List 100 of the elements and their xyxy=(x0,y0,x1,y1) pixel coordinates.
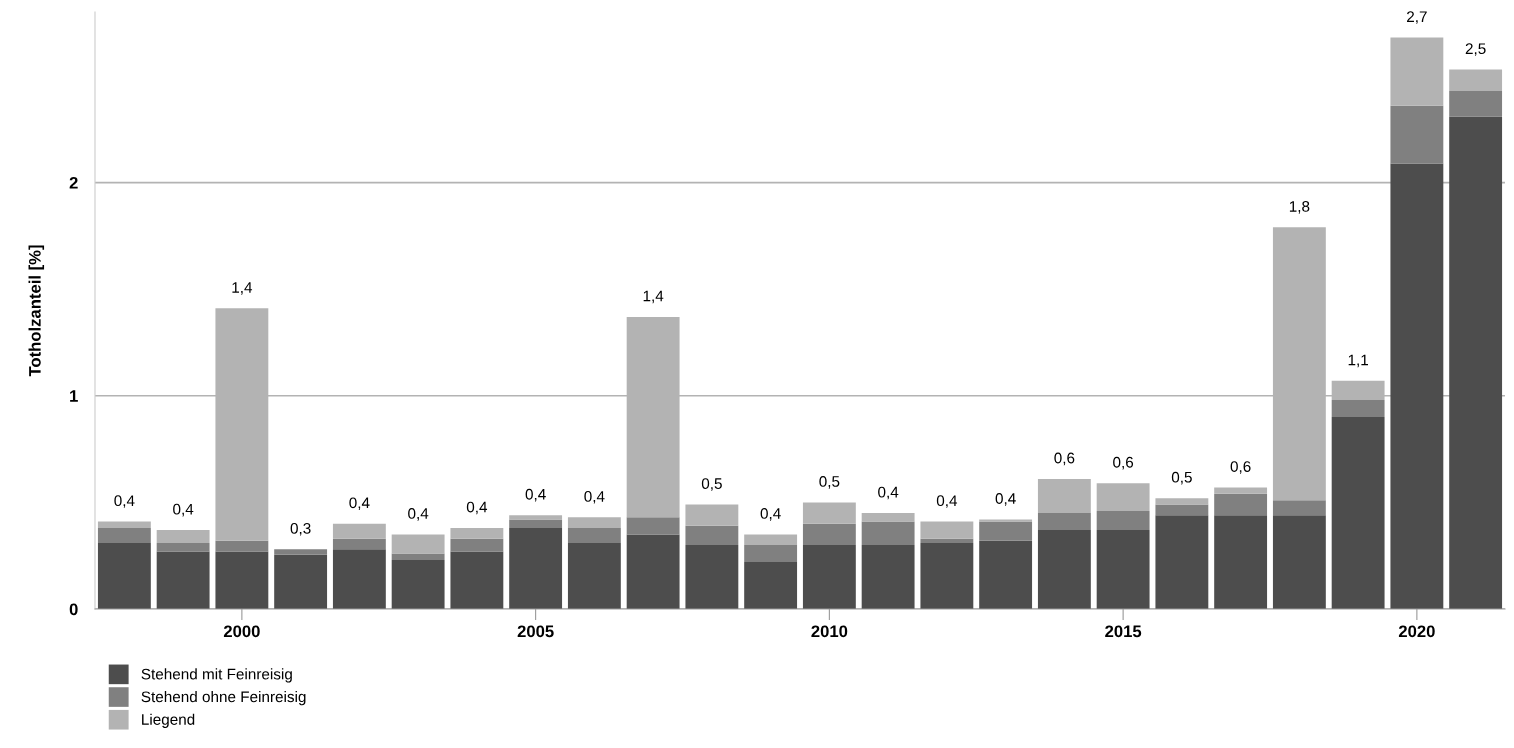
bar xyxy=(1155,498,1209,505)
bar xyxy=(979,540,1033,609)
total-label: 0,6 xyxy=(1230,461,1251,474)
total-label: 0,4 xyxy=(408,508,429,521)
bar xyxy=(744,534,798,546)
total-label: 0,6 xyxy=(1113,456,1134,470)
total-label: 0,5 xyxy=(701,478,722,491)
bar xyxy=(509,527,563,609)
total-label: 0,4 xyxy=(936,495,958,508)
x-tick-label: 2005 xyxy=(517,625,554,638)
bar xyxy=(685,545,739,609)
bar xyxy=(215,540,269,552)
bar xyxy=(1390,37,1444,106)
bar xyxy=(1096,510,1150,531)
bar xyxy=(1096,530,1150,609)
bar xyxy=(920,521,974,539)
bar xyxy=(1155,515,1209,609)
bar xyxy=(744,562,798,609)
bar xyxy=(1155,504,1209,516)
x-tick-label: 2000 xyxy=(223,625,260,638)
x-tick-label: 2010 xyxy=(811,625,848,638)
bar xyxy=(1037,530,1091,609)
bar xyxy=(391,553,445,560)
total-label: 0,4 xyxy=(525,488,546,502)
bar xyxy=(920,538,974,543)
bar xyxy=(1037,478,1091,514)
bar xyxy=(274,554,328,609)
bar xyxy=(861,521,915,546)
bar xyxy=(97,542,151,609)
bar xyxy=(861,513,915,522)
bar xyxy=(156,542,210,552)
bar xyxy=(450,551,504,609)
bar xyxy=(1214,515,1268,609)
bar xyxy=(685,504,739,526)
bar xyxy=(274,549,328,555)
bar xyxy=(802,545,856,609)
bar xyxy=(332,538,386,550)
total-label: 1,8 xyxy=(1289,201,1310,214)
bar xyxy=(156,551,210,609)
total-label: 2,7 xyxy=(1407,11,1427,24)
bar xyxy=(626,534,680,609)
bar xyxy=(1272,515,1326,609)
y-axis-title: Totholzanteil [%] xyxy=(28,245,45,377)
legend-label: Stehend ohne Feinreisig xyxy=(141,690,306,706)
bar xyxy=(685,525,739,546)
bar xyxy=(1037,513,1091,531)
bar xyxy=(567,542,621,609)
bar xyxy=(391,559,445,609)
bar xyxy=(1272,500,1326,516)
x-tick-label: 2015 xyxy=(1105,625,1142,638)
x-tick-label: 2020 xyxy=(1398,625,1435,638)
y-tick-label: 1 xyxy=(70,390,78,402)
y-tick-label: 2 xyxy=(69,176,78,189)
total-label: 0,5 xyxy=(1171,471,1192,485)
total-label: 0,3 xyxy=(290,522,311,536)
bar xyxy=(1390,163,1444,609)
total-label: 0,6 xyxy=(1054,452,1075,466)
bar xyxy=(1214,487,1268,494)
bar xyxy=(567,527,621,543)
y-tick-label: 0 xyxy=(69,603,78,616)
bar xyxy=(861,545,915,609)
bar xyxy=(332,549,386,609)
bar xyxy=(1449,116,1503,609)
bar xyxy=(1449,90,1503,117)
total-label: 0,4 xyxy=(466,501,488,515)
total-label: 2,5 xyxy=(1465,43,1486,56)
total-label: 0,4 xyxy=(173,503,194,517)
total-label: 0,5 xyxy=(819,476,840,489)
bar xyxy=(1096,483,1150,511)
total-label: 1,4 xyxy=(643,290,664,304)
bar xyxy=(802,523,856,546)
bar xyxy=(509,515,563,520)
bar xyxy=(97,527,151,543)
total-label: 0,4 xyxy=(584,490,605,504)
total-label: 0,4 xyxy=(995,493,1016,506)
bar xyxy=(97,521,151,528)
bar xyxy=(1390,105,1444,164)
bar xyxy=(567,517,621,528)
bar xyxy=(979,521,1033,541)
legend-label: Liegend xyxy=(142,713,195,728)
bar xyxy=(509,519,563,528)
bar xyxy=(156,530,210,543)
total-label: 0,4 xyxy=(878,486,899,500)
bar xyxy=(215,551,269,609)
bar xyxy=(920,542,974,609)
total-label: 0,4 xyxy=(114,495,135,508)
bar xyxy=(979,519,1033,522)
bar xyxy=(744,545,798,563)
total-label: 0,4 xyxy=(760,508,781,521)
bar xyxy=(450,527,504,539)
bar xyxy=(450,538,504,552)
legend-label: Stehend mit Feinreisig xyxy=(141,668,292,683)
bar xyxy=(1214,493,1268,516)
bar xyxy=(332,523,386,539)
total-label: 1,1 xyxy=(1348,354,1368,368)
bar xyxy=(1449,69,1503,91)
bar xyxy=(391,534,445,554)
bar xyxy=(1331,417,1385,609)
bar xyxy=(1331,400,1385,418)
total-label: 0,4 xyxy=(349,497,370,510)
